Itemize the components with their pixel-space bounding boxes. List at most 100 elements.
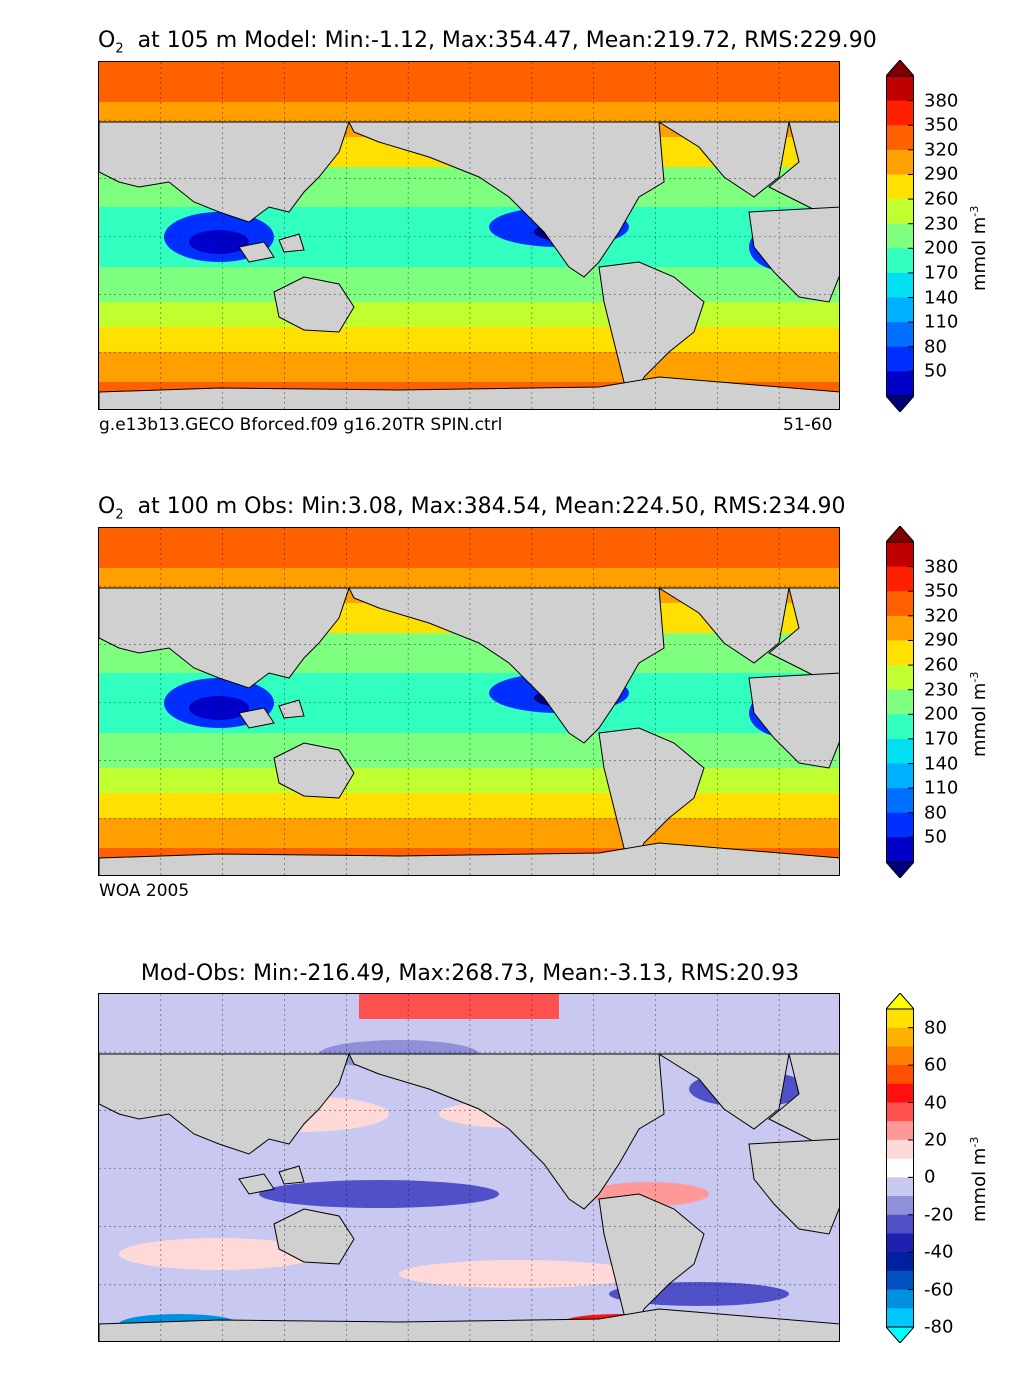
obs-colorbar-segment <box>886 542 914 568</box>
diff-map-anomaly-patch <box>259 1180 499 1208</box>
model-title-species: O <box>98 28 116 53</box>
obs-title-species: O <box>98 494 116 519</box>
obs-map-contour-band <box>99 768 839 793</box>
model-colorbar-segment <box>886 346 914 372</box>
obs-map-contour-band <box>99 793 839 818</box>
model-colorbar-unit: mmol m-3 <box>968 206 990 291</box>
diff-map-land-australia <box>273 1208 355 1265</box>
model-colorbar-segment <box>886 100 914 126</box>
diff-colorbar-tick-label: 80 <box>924 1017 947 1039</box>
diff-colorbar-segment <box>886 1289 914 1309</box>
model-colorbar-tick-label: 170 <box>924 262 959 284</box>
diff-colorbar-tick-label: -40 <box>924 1241 954 1263</box>
model-panel-title: O2 at 105 m Model: Min:-1.12, Max:354.47… <box>98 28 877 56</box>
obs-colorbar-segment <box>886 640 914 666</box>
diff-map-anomaly-patch <box>399 1260 639 1288</box>
obs-map-contour-band <box>99 733 839 768</box>
model-colorbar-segment <box>886 149 914 175</box>
model-colorbar-extend-max <box>886 60 914 77</box>
obs-colorbar-frame <box>886 541 914 863</box>
diff-colorbar-segment <box>886 1083 914 1104</box>
obs-colorbar-segment <box>886 689 914 715</box>
diff-colorbar-tick-label: -60 <box>924 1279 954 1301</box>
diff-colorbar-tick-label: 0 <box>924 1166 936 1188</box>
model-colorbar-segment <box>886 297 914 323</box>
obs-colorbar-tick-label: 320 <box>924 605 959 627</box>
obs-map-land-antarctica <box>99 842 839 875</box>
diff-map-svg <box>99 994 839 1341</box>
model-colorbar-extend-min <box>886 395 914 412</box>
obs-colorbar-svg <box>886 526 914 878</box>
model-colorbar-segment <box>886 199 914 225</box>
obs-colorbar-tick-label: 260 <box>924 654 959 676</box>
obs-o2-map <box>98 527 840 876</box>
diff-colorbar-tick-label: -80 <box>924 1316 954 1338</box>
obs-colorbar-tick-label: 200 <box>924 703 959 725</box>
obs-colorbar-segment <box>886 738 914 765</box>
obs-colorbar-segment <box>886 591 914 617</box>
obs-colorbar-segment <box>886 812 914 838</box>
model-map-land-eurasia <box>99 121 839 231</box>
model-colorbar-frame <box>886 75 914 397</box>
obs-colorbar-tick-label: 380 <box>924 556 959 578</box>
diff-colorbar-frame <box>886 1008 914 1328</box>
obs-map-land-africa <box>748 672 839 769</box>
obs-colorbar-segment <box>886 665 914 691</box>
diff-panel-title: Mod-Obs: Min:-216.49, Max:268.73, Mean:-… <box>140 961 800 986</box>
obs-colorbar-extend-min <box>886 861 914 878</box>
model-colorbar-segment <box>886 125 914 151</box>
obs-map-contour-band <box>99 528 839 568</box>
diff-colorbar-segment <box>886 1252 914 1272</box>
obs-colorbar-segment <box>886 566 914 592</box>
diff-colorbar-segment <box>886 1009 914 1029</box>
model-years: 51-60 <box>783 415 833 435</box>
diff-map-land-africa <box>748 1138 839 1235</box>
diff-colorbar-segment <box>886 1102 914 1122</box>
model-colorbar-segment <box>886 76 914 102</box>
model-map-land-antarctica <box>99 376 839 409</box>
diff-colorbar-tick-label: 60 <box>924 1054 947 1076</box>
obs-title-subscript: 2 <box>115 507 124 523</box>
diff-colorbar-segment <box>886 1233 914 1253</box>
model-colorbar-tick-label: 350 <box>924 114 959 136</box>
obs-colorbar-tick-label: 290 <box>924 629 959 651</box>
diff-colorbar: 80 60 40 20 0 -20 -40 -60 -80 <box>886 993 953 1343</box>
model-colorbar-tick-label: 230 <box>924 213 959 235</box>
model-unit-text: mmol m <box>969 216 990 291</box>
model-map-contour-band <box>99 302 839 327</box>
obs-colorbar-tick-label: 230 <box>924 679 959 701</box>
model-case-name: g.e13b13.GECO Bforced.f09 g16.20TR SPIN.… <box>99 415 503 435</box>
model-colorbar-segment <box>886 223 914 249</box>
diff-map-land-eurasia <box>99 1053 839 1163</box>
diff-colorbar-extend-max <box>886 993 914 1010</box>
model-colorbar: 380 350 320 290 260 230 200 170 140 110 80 50 <box>886 60 958 412</box>
diff-unit-exponent: -3 <box>968 1136 981 1148</box>
model-map-land-australia <box>273 276 355 333</box>
obs-panel-title: O2 at 100 m Obs: Min:3.08, Max:384.54, M… <box>98 494 846 523</box>
model-map-contour-band <box>99 267 839 302</box>
obs-source-label: WOA 2005 <box>99 881 190 901</box>
diff-map-land-south-america <box>598 1193 705 1336</box>
model-colorbar-tick-label: 110 <box>924 311 959 333</box>
obs-map-land-eurasia <box>99 587 839 697</box>
obs-colorbar-extend-max <box>886 526 914 543</box>
diff-colorbar-unit: mmol m-3 <box>968 1137 990 1222</box>
obs-map-land-maritime <box>238 699 305 729</box>
model-colorbar-tick-label: 200 <box>924 237 959 259</box>
model-map-contour-band <box>99 62 839 102</box>
obs-map-land-south-america <box>598 727 705 870</box>
diff-colorbar-segment <box>886 1270 914 1291</box>
diff-colorbar-segment <box>886 1158 914 1178</box>
model-colorbar-tick-label: 320 <box>924 139 959 161</box>
diff-colorbar-segment <box>886 1196 914 1216</box>
obs-colorbar-segment <box>886 615 914 641</box>
obs-map-svg <box>99 528 839 875</box>
diff-colorbar-segment <box>886 1139 914 1160</box>
obs-colorbar-unit: mmol m-3 <box>968 672 990 757</box>
obs-unit-text: mmol m <box>969 682 990 757</box>
model-map-svg <box>99 62 839 409</box>
diff-colorbar-segment <box>886 1121 914 1141</box>
obs-unit-exponent: -3 <box>968 671 981 683</box>
obs-colorbar: 380 350 320 290 260 230 200 170 140 110 80 50 <box>886 526 958 878</box>
model-o2-map <box>98 61 840 410</box>
